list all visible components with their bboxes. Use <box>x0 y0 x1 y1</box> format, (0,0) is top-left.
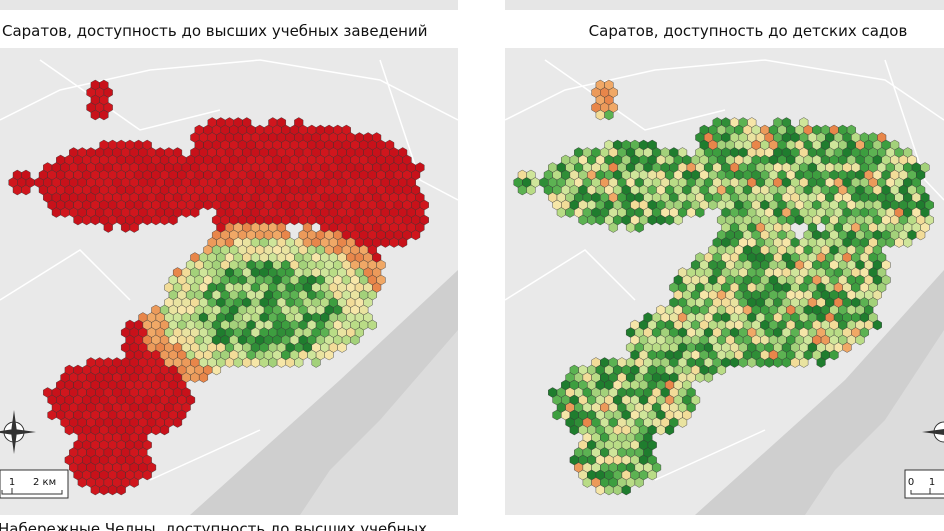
map-panel <box>0 48 458 515</box>
hex-cell <box>142 469 152 481</box>
hex-cell <box>324 349 334 361</box>
hex-cell <box>411 229 421 241</box>
hex-cell <box>159 424 170 436</box>
hex-cell <box>673 214 683 226</box>
scale-label: 1 <box>9 477 15 488</box>
hex-cell <box>190 207 200 218</box>
map-title: Саратов, доступность до высших учебных з… <box>2 22 428 40</box>
compass <box>0 410 944 454</box>
hex-cell <box>526 184 536 196</box>
scale-label: 1 <box>929 477 935 488</box>
hex-cell <box>168 214 178 226</box>
hex-cell <box>916 229 926 241</box>
hex-cell <box>337 342 347 353</box>
scale-label: 0 <box>908 477 914 488</box>
hex-cell <box>604 109 614 121</box>
hex-cell <box>842 342 852 353</box>
hex-cell <box>903 237 913 248</box>
hex-cell <box>129 222 139 233</box>
hex-cell <box>367 319 377 331</box>
hex-cell <box>311 357 321 368</box>
hex-cell <box>872 319 882 331</box>
hex-cell <box>799 357 809 368</box>
map-panel <box>505 48 944 515</box>
hex-cell <box>634 477 644 488</box>
next-map-title: Набережные Челны, доступность до высших … <box>0 520 427 531</box>
hex-cell <box>99 109 109 121</box>
hex-cell <box>704 372 713 383</box>
hex-cell <box>172 417 183 428</box>
hex-cell <box>608 222 618 233</box>
hex-cell <box>211 364 222 376</box>
hex-cell <box>398 237 408 248</box>
hex-cell <box>621 484 631 496</box>
hex-cell <box>198 372 209 383</box>
prev-map-edge <box>505 0 944 10</box>
hex-cell <box>855 334 865 346</box>
hex-cell <box>103 222 113 233</box>
hex-cell <box>695 207 705 218</box>
hex-cell <box>816 357 826 368</box>
hex-cell <box>665 424 675 436</box>
hex-cell <box>116 484 126 496</box>
hex-cell <box>129 477 139 488</box>
hex-cell <box>294 357 304 368</box>
scale-bar: 1 2 км 0 1 <box>0 469 944 499</box>
hex-cell <box>350 334 360 346</box>
map-title: Саратов, доступность до детских садов <box>589 22 908 40</box>
hex-cell <box>647 469 657 481</box>
scale-label: 2 км <box>33 477 56 488</box>
hex-cell <box>717 364 726 376</box>
hex-cell <box>829 349 839 361</box>
hex-cell <box>678 417 688 428</box>
hex-cell <box>634 222 644 233</box>
prev-map-edge <box>0 0 458 10</box>
hex-cell <box>21 184 31 196</box>
